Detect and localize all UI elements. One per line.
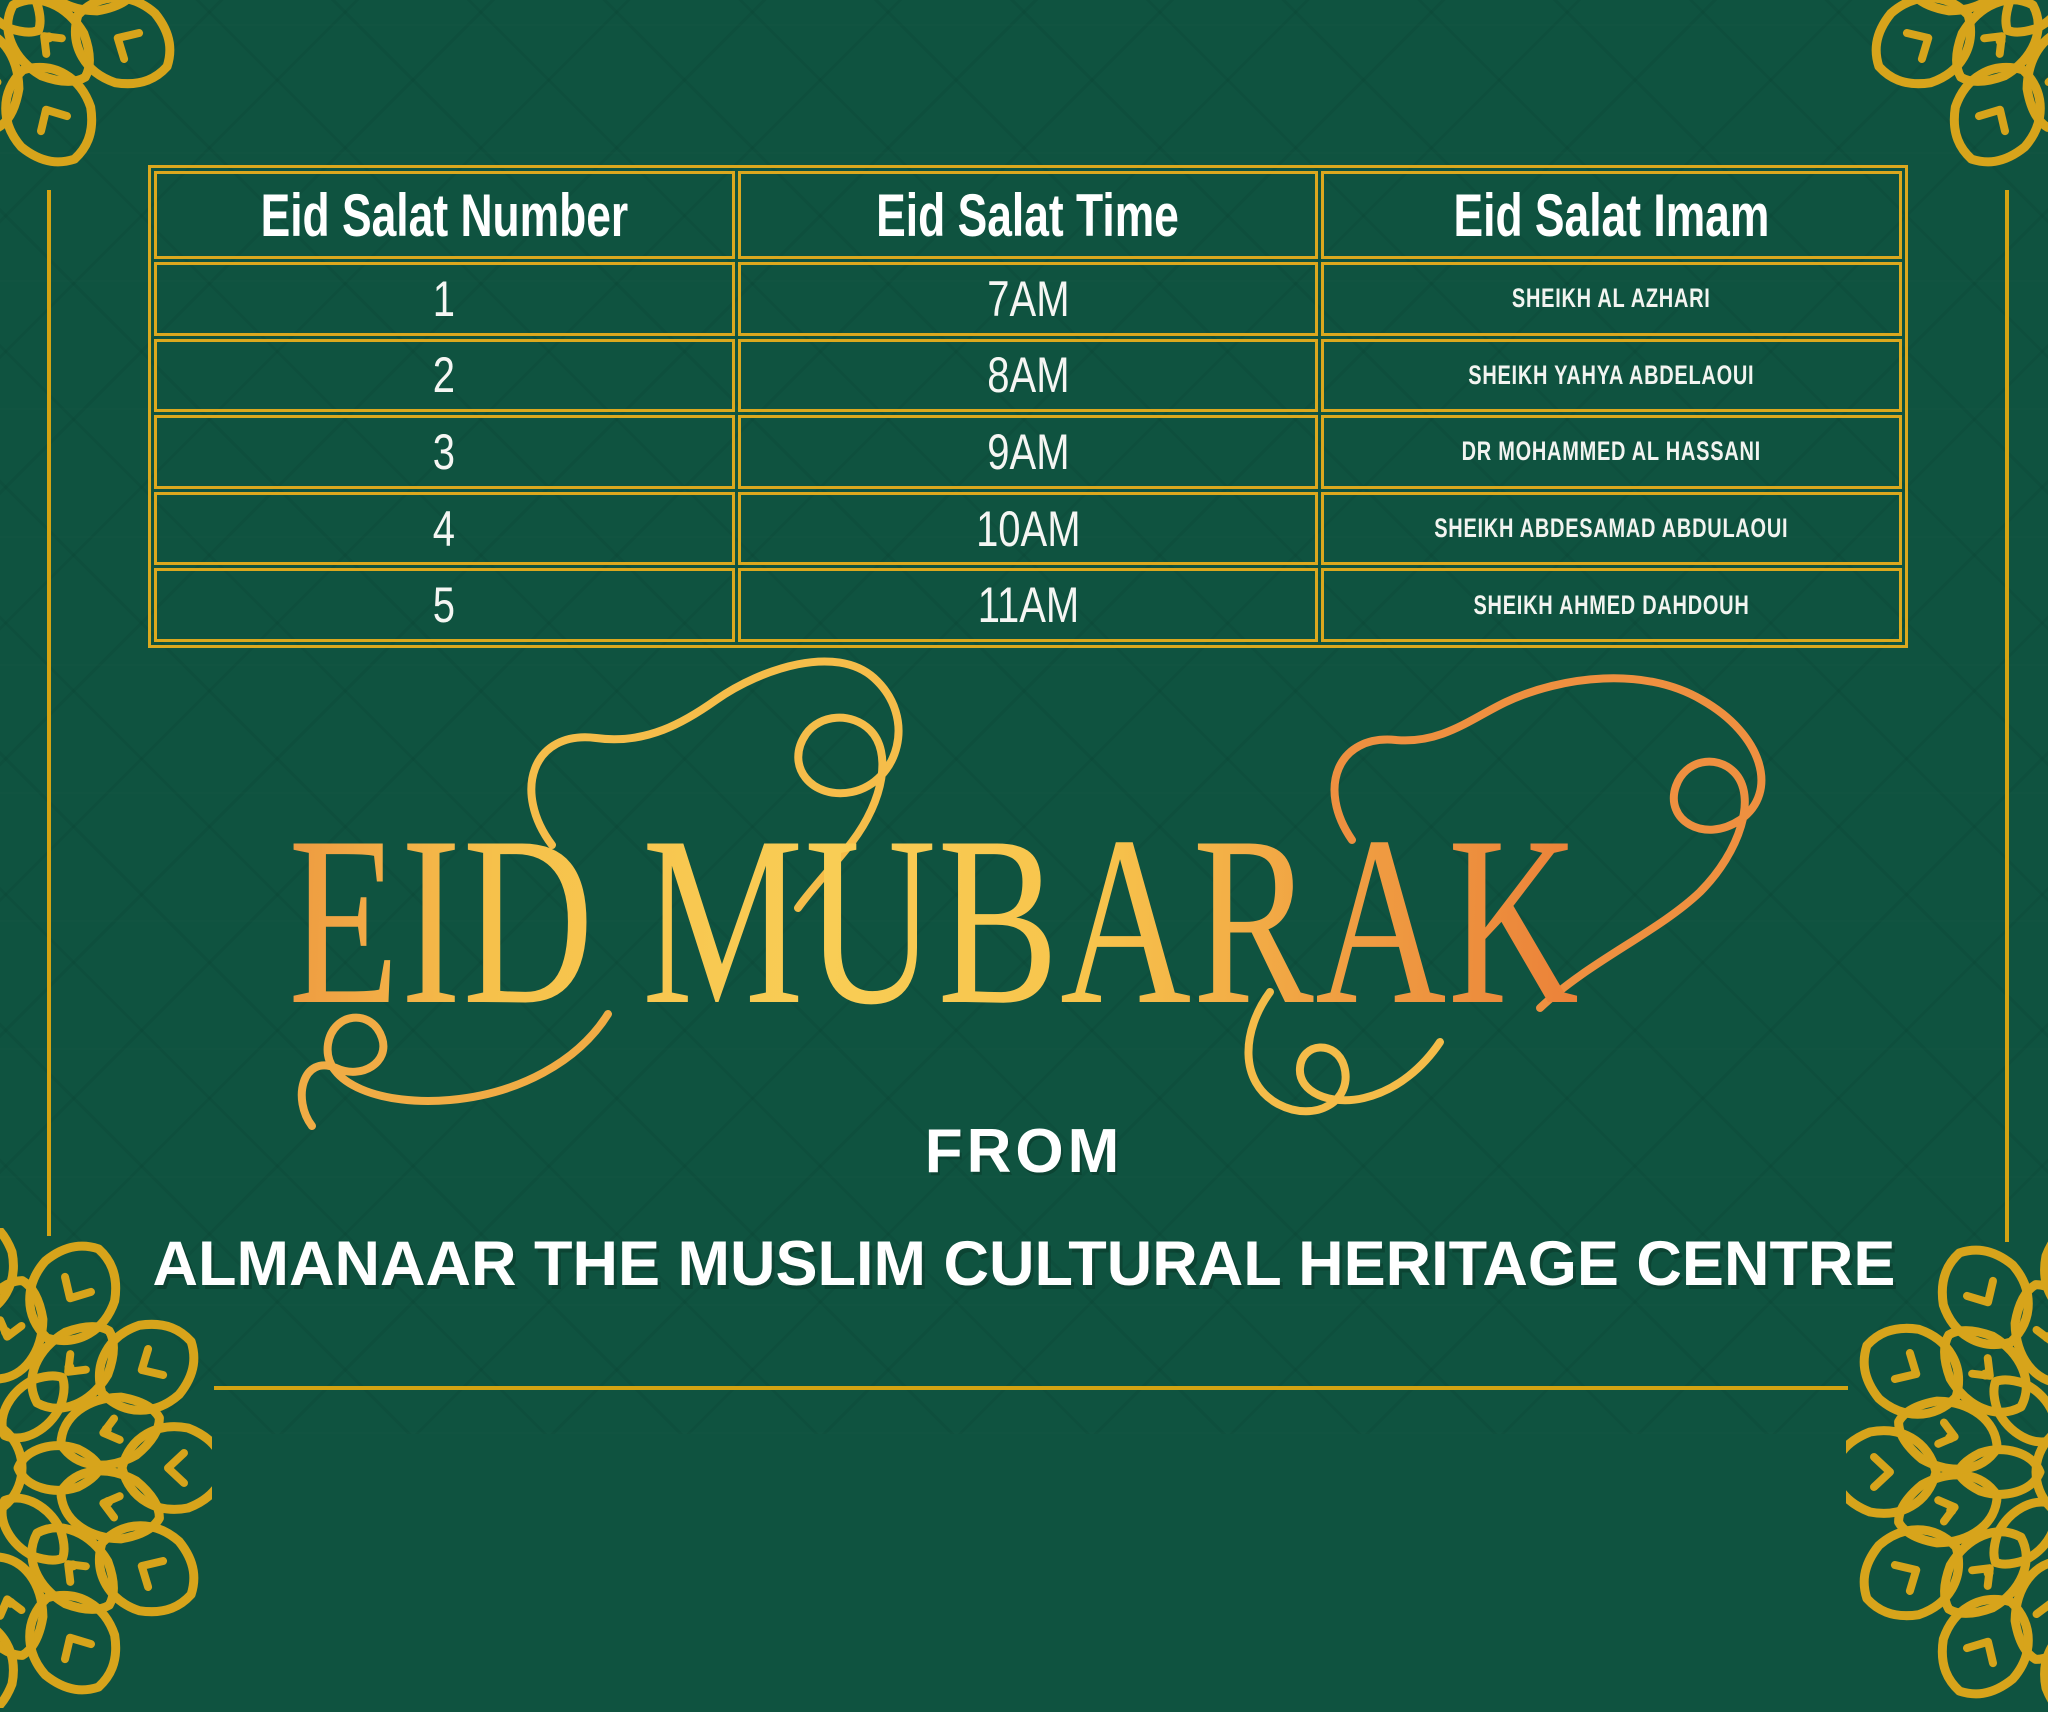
frame-line-right — [2005, 190, 2009, 1242]
table-cell-time: 9AM — [737, 415, 1319, 489]
table-cell-imam: SHEIKH AHMED DAHDOUH — [1321, 568, 1902, 642]
table-cell-number: 4 — [154, 491, 735, 566]
frame-line-bottom — [214, 1386, 1848, 1390]
table-cell-imam: SHEIKH AL AZHARI — [1321, 262, 1902, 336]
frame-line-left — [47, 190, 51, 1236]
mandala-ornament-icon — [1858, 0, 2048, 180]
table-cell-number: 1 — [154, 262, 735, 336]
salat-time: 9AM — [986, 423, 1070, 480]
column-header-number-label: Eid Salat Number — [260, 181, 629, 249]
mandala-ornament-icon — [0, 1228, 212, 1708]
table-cell-time: 10AM — [737, 491, 1319, 566]
salat-number: 2 — [433, 347, 456, 404]
salat-number: 1 — [433, 270, 456, 327]
salat-imam: SHEIKH AL AZHARI — [1512, 283, 1712, 314]
from-label: FROM — [924, 1117, 1124, 1186]
salat-imam: SHEIKH YAHYA ABDELAOUI — [1468, 359, 1755, 390]
salat-imam: DR MOHAMMED AL HASSANI — [1461, 436, 1762, 467]
salat-imam: SHEIKH AHMED DAHDOUH — [1473, 589, 1750, 620]
table-cell-imam: SHEIKH YAHYA ABDELAOUI — [1321, 338, 1902, 413]
table-cell-time: 7AM — [737, 262, 1319, 336]
salat-number: 5 — [433, 577, 456, 634]
page-title-text: EID MUBARAK — [287, 787, 1581, 1055]
salat-time: 10AM — [975, 500, 1081, 557]
table-cell-number: 3 — [154, 415, 735, 489]
column-header-imam-label: Eid Salat Imam — [1453, 181, 1770, 249]
salat-time: 7AM — [986, 270, 1070, 327]
column-header-time: Eid Salat Time — [737, 171, 1319, 259]
salat-imam: SHEIKH ABDESAMAD ABDULAOUI — [1434, 513, 1789, 544]
table-cell-number: 5 — [154, 568, 735, 642]
column-header-number: Eid Salat Number — [154, 171, 735, 259]
table-cell-imam: SHEIKH ABDESAMAD ABDULAOUI — [1321, 491, 1902, 566]
table-cell-number: 2 — [154, 338, 735, 413]
mandala-ornament-icon — [0, 0, 188, 180]
column-header-time-label: Eid Salat Time — [876, 181, 1180, 249]
page-title: EID MUBARAK — [0, 796, 1958, 1046]
eid-salat-schedule-table: Eid Salat Number Eid Salat Time Eid Sala… — [148, 165, 1908, 648]
salat-time: 8AM — [986, 347, 1070, 404]
organization-name: ALMANAAR THE MUSLIM CULTURAL HERITAGE CE… — [152, 1229, 1896, 1299]
table-cell-time: 8AM — [737, 338, 1319, 413]
eid-poster: Eid Salat Number Eid Salat Time Eid Sala… — [0, 0, 2048, 1434]
salat-number: 3 — [433, 423, 456, 480]
table-cell-imam: DR MOHAMMED AL HASSANI — [1321, 415, 1902, 489]
column-header-imam: Eid Salat Imam — [1321, 171, 1902, 259]
mandala-ornament-icon — [1846, 1232, 2048, 1712]
table-cell-time: 11AM — [737, 568, 1319, 642]
salat-number: 4 — [433, 500, 456, 557]
salat-time: 11AM — [977, 577, 1079, 634]
